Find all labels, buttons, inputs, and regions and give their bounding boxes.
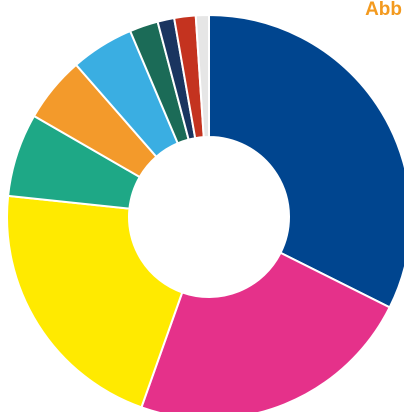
donut-slices [6, 13, 404, 412]
donut-slice-2 [140, 251, 392, 412]
corner-label: Abb [365, 0, 402, 20]
donut-slice-10 [194, 13, 210, 139]
donut-slice-1 [208, 13, 404, 309]
donut-slice-3 [6, 194, 184, 409]
